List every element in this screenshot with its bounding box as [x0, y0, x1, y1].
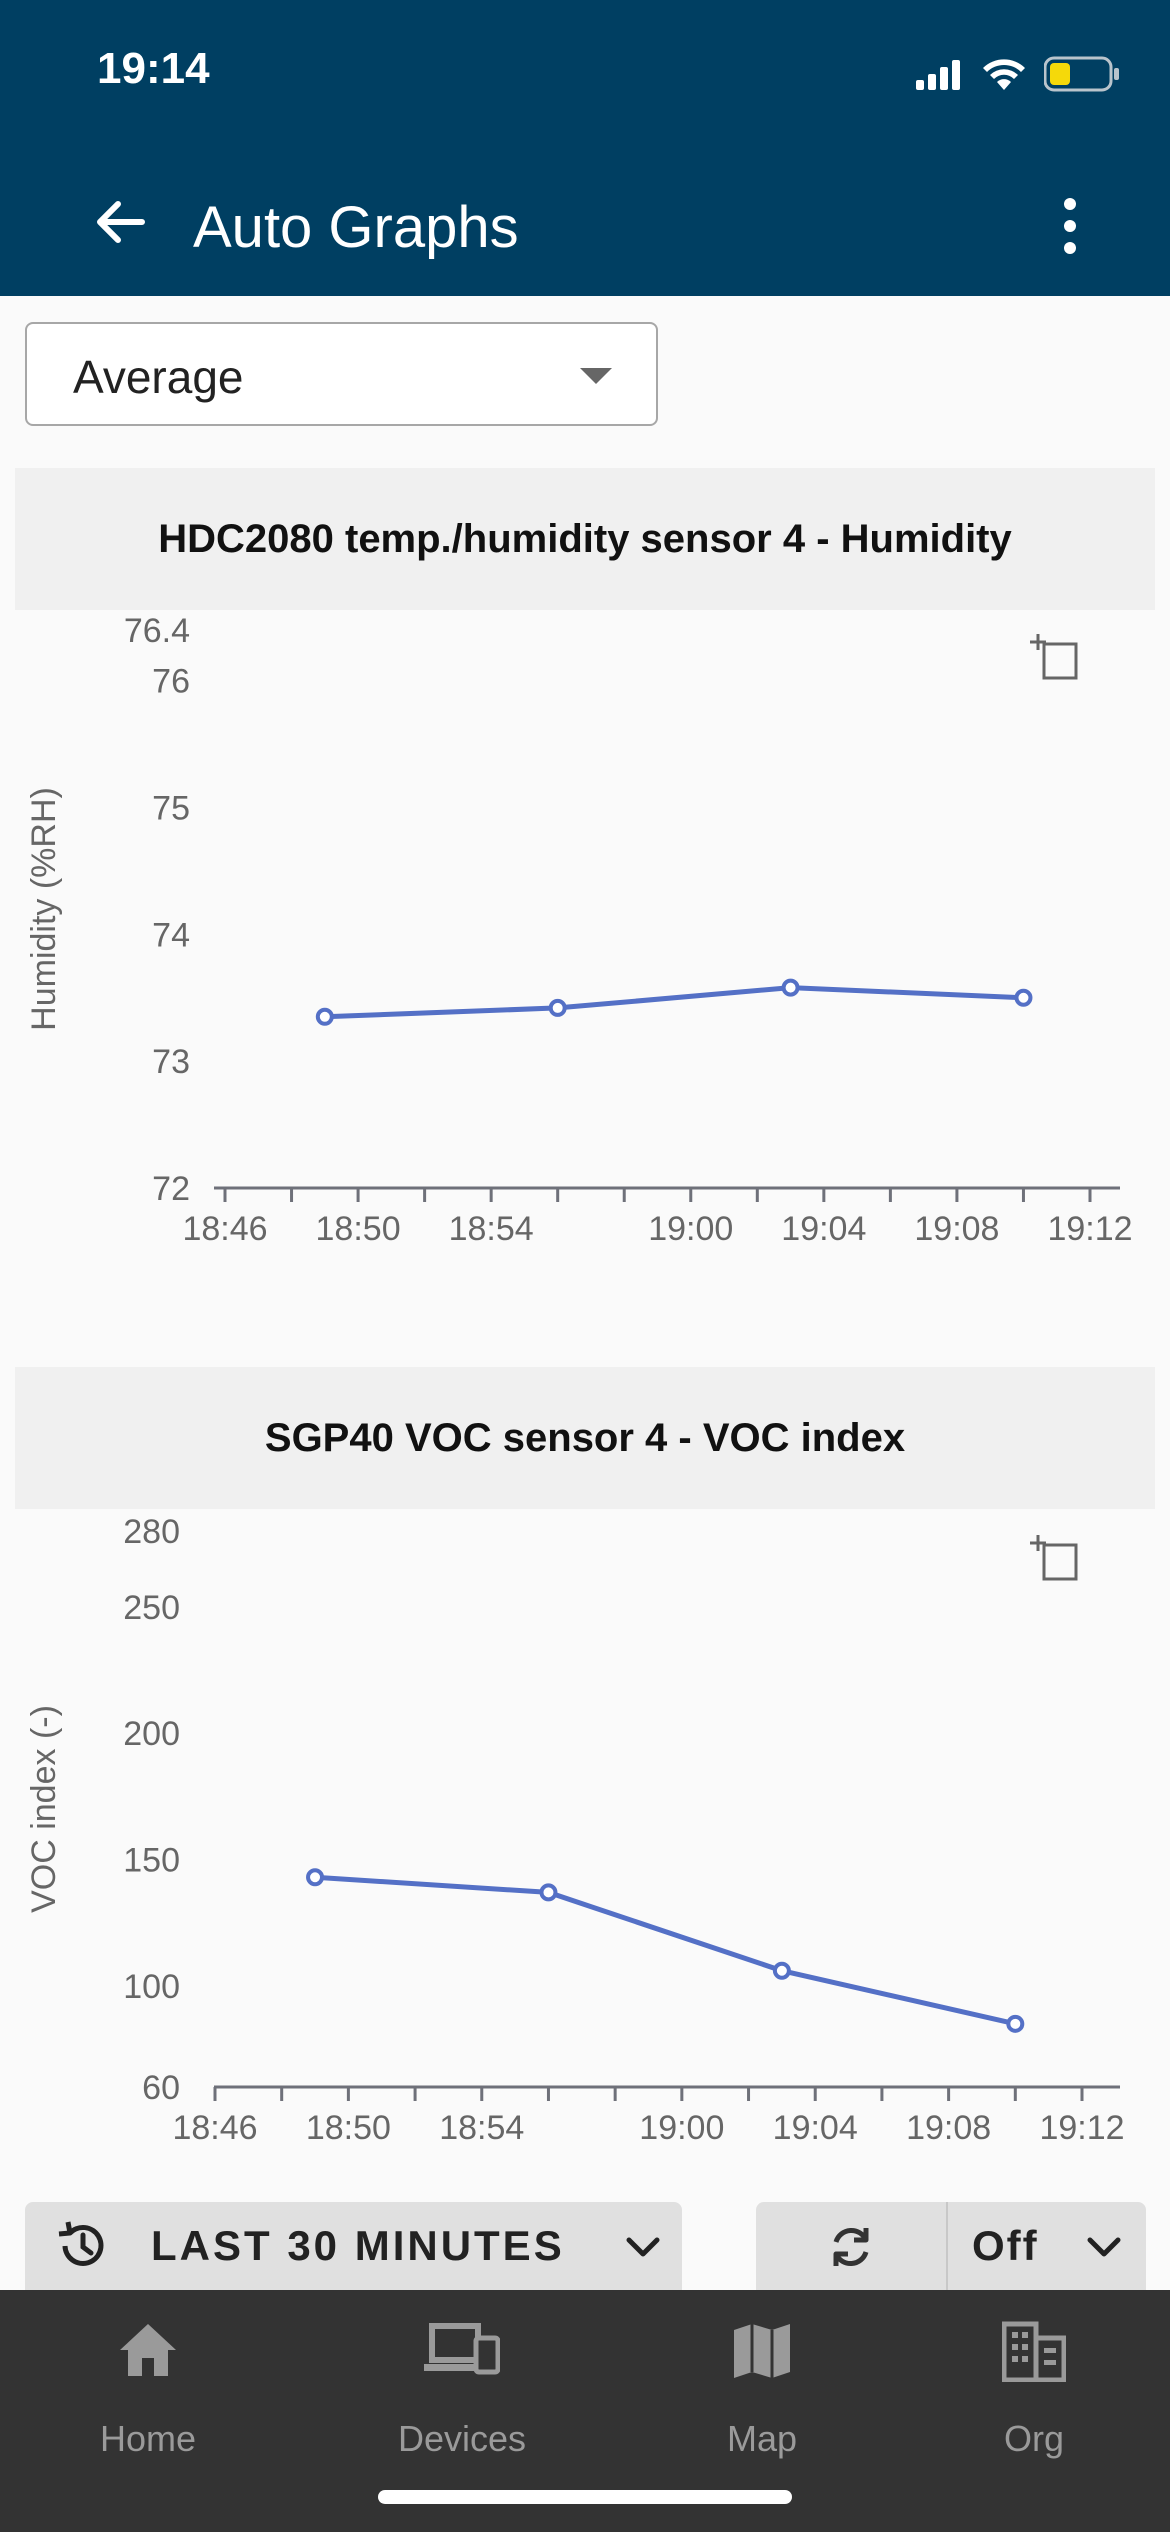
data-point[interactable]	[772, 1961, 791, 1980]
status-time: 19:14	[97, 44, 210, 93]
map-icon	[734, 2324, 790, 2378]
y-axis-label: VOC index (-)	[25, 1705, 63, 1913]
zoom-icon[interactable]	[1030, 634, 1078, 680]
zoom-icon[interactable]	[1030, 1535, 1078, 1581]
x-tick-label: 18:50	[306, 2109, 391, 2147]
data-point[interactable]	[539, 1883, 558, 1902]
chevron-down-icon	[626, 2237, 660, 2257]
devices-icon	[424, 2323, 500, 2375]
time-range-label: LAST 30 MINUTES	[151, 2222, 565, 2269]
y-tick-label: 250	[123, 1589, 180, 1627]
x-tick-label: 18:46	[182, 1210, 267, 1248]
chevron-down-icon	[1087, 2237, 1121, 2257]
status-icons	[916, 52, 1120, 96]
y-tick-label: 60	[142, 2069, 180, 2107]
aggregation-selected-value: Average	[73, 351, 244, 403]
series-line	[314, 1874, 1016, 2027]
wifi-icon	[983, 59, 1025, 90]
data-point[interactable]	[1014, 988, 1033, 1007]
x-tick-label: 18:54	[439, 2109, 524, 2147]
y-tick-label: 74	[152, 916, 190, 954]
y-tick-label: 280	[123, 1513, 180, 1551]
x-tick-label: 19:12	[1039, 2109, 1124, 2147]
x-tick-label: 19:00	[639, 2109, 724, 2147]
more-options-icon[interactable]	[1048, 196, 1092, 256]
x-tick-label: 19:04	[781, 1210, 866, 1248]
y-tick-label: 150	[123, 1842, 180, 1880]
nav-item-org[interactable]: Org	[934, 2290, 1134, 2460]
humidity-chart: 72 73 74 75 76 76.4 Humidity (%RH) 18:46 18:50 18…	[25, 612, 1133, 1248]
y-tick-label: 200	[123, 1715, 180, 1753]
y-axis-label: Humidity (%RH)	[25, 787, 63, 1031]
nav-item-home[interactable]: Home	[48, 2290, 248, 2460]
bottom-navigation: Home Devices Map Org	[0, 2290, 1170, 2532]
x-tick-label: 19:00	[648, 1210, 733, 1248]
y-tick-label: 73	[152, 1043, 190, 1081]
home-indicator	[378, 2490, 792, 2504]
refresh-interval-label: Off	[972, 2222, 1039, 2269]
home-icon	[120, 2324, 176, 2376]
voc-chart: 60 100 150 200 250 280 VOC index (-) 18:46 18:50…	[25, 1513, 1125, 2147]
data-point[interactable]	[781, 978, 800, 997]
data-point[interactable]	[315, 1007, 334, 1026]
nav-item-devices[interactable]: Devices	[362, 2290, 562, 2460]
x-tick-label: 19:04	[773, 2109, 858, 2147]
org-icon	[1002, 2321, 1066, 2382]
x-tick-label: 19:12	[1047, 1210, 1132, 1248]
x-tick-label: 19:08	[914, 1210, 999, 1248]
history-icon	[58, 2221, 104, 2266]
y-tick-label: 72	[152, 1170, 190, 1208]
nav-label-devices: Devices	[397, 2418, 527, 2459]
series-line	[324, 985, 1024, 1020]
x-tick-label: 18:54	[449, 1210, 534, 1248]
refresh-interval-button[interactable]: Off	[948, 2202, 1146, 2290]
humidity-chart-title: HDC2080 temp./humidity sensor 4 - Humidi…	[15, 468, 1155, 610]
x-tick-label: 18:46	[172, 2109, 257, 2147]
time-range-button[interactable]: LAST 30 MINUTES	[25, 2202, 682, 2290]
y-tick-label: 75	[152, 790, 190, 828]
battery-icon	[1044, 56, 1119, 92]
y-tick-label: 76	[152, 663, 190, 701]
data-point[interactable]	[1006, 2014, 1025, 2033]
refresh-button[interactable]	[756, 2202, 948, 2290]
signal-icon	[916, 60, 960, 90]
y-tick-label: 100	[123, 1968, 180, 2006]
refresh-icon	[833, 2228, 869, 2266]
app-bar: 19:14 Auto Graphs	[0, 0, 1170, 296]
data-point[interactable]	[548, 998, 567, 1017]
nav-item-map[interactable]: Map	[662, 2290, 862, 2460]
nav-label-org: Org	[1003, 2418, 1064, 2459]
nav-label-home: Home	[99, 2418, 197, 2459]
data-point[interactable]	[306, 1868, 325, 1887]
x-tick-label: 18:50	[316, 1210, 401, 1248]
nav-label-map: Map	[726, 2418, 798, 2459]
dropdown-caret-icon	[580, 368, 612, 384]
x-tick-label: 19:08	[906, 2109, 991, 2147]
y-tick-label: 76.4	[124, 612, 190, 650]
page-title: Auto Graphs	[193, 195, 519, 260]
back-arrow-icon[interactable]	[88, 190, 152, 254]
aggregation-select[interactable]: Average	[25, 322, 658, 426]
voc-chart-title: SGP40 VOC sensor 4 - VOC index	[15, 1367, 1155, 1509]
refresh-controls: Off	[756, 2202, 1146, 2290]
